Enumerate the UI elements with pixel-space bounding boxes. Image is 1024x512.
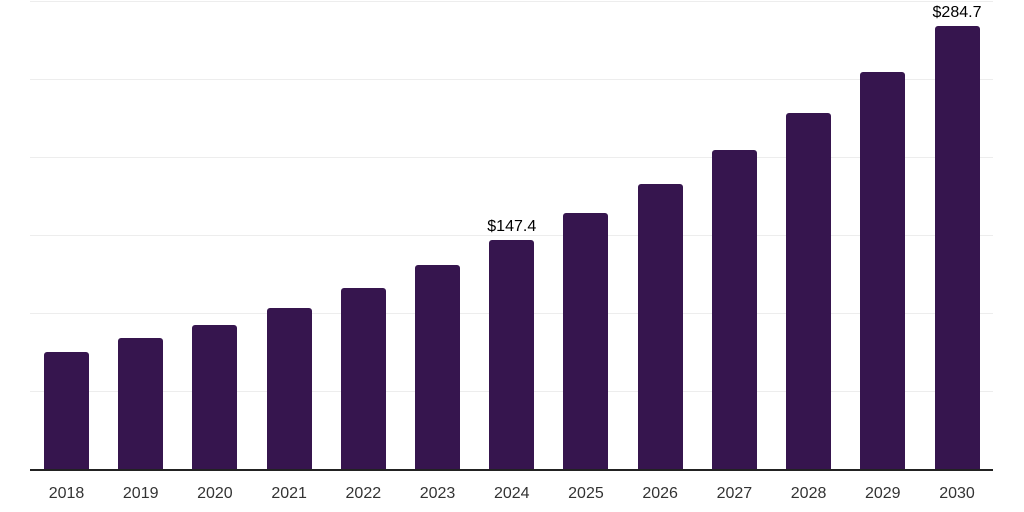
gridline — [30, 235, 993, 236]
bar-2021[interactable] — [266, 308, 312, 470]
x-tick-2018: 2018 — [48, 485, 85, 502]
bar-2019[interactable] — [118, 338, 164, 470]
value-label-2030: $284.7 — [932, 4, 982, 21]
bar-2028[interactable] — [786, 113, 832, 470]
bar-2018[interactable] — [44, 352, 89, 470]
x-axis-line — [30, 469, 993, 471]
bar-2023[interactable] — [415, 265, 461, 470]
x-tick-2024: 2024 — [493, 485, 530, 502]
gridline — [30, 79, 993, 80]
x-tick-2029: 2029 — [864, 485, 901, 502]
x-tick-2025: 2025 — [568, 485, 604, 502]
x-tick-2020: 2020 — [197, 485, 233, 502]
x-tick-2026: 2026 — [642, 485, 678, 502]
x-tick-2022: 2022 — [345, 485, 382, 502]
x-tick-2028: 2028 — [790, 485, 827, 502]
bar-2027[interactable] — [711, 150, 757, 470]
x-tick-2021: 2021 — [271, 485, 307, 502]
bar-2024[interactable] — [489, 240, 535, 470]
bar-2029[interactable] — [860, 72, 906, 470]
bar-2020[interactable] — [192, 325, 238, 470]
bar-2030[interactable] — [934, 26, 980, 470]
bar-2026[interactable] — [637, 184, 683, 470]
x-tick-2030: 2030 — [939, 485, 975, 502]
x-tick-2027: 2027 — [716, 485, 753, 502]
bar-2025[interactable] — [563, 213, 609, 470]
gridline — [30, 1, 993, 2]
bar-2022[interactable] — [340, 288, 386, 470]
gridline — [30, 157, 993, 158]
x-tick-2019: 2019 — [122, 485, 159, 502]
value-label-2024: $147.4 — [487, 218, 537, 235]
x-tick-2023: 2023 — [419, 485, 456, 502]
